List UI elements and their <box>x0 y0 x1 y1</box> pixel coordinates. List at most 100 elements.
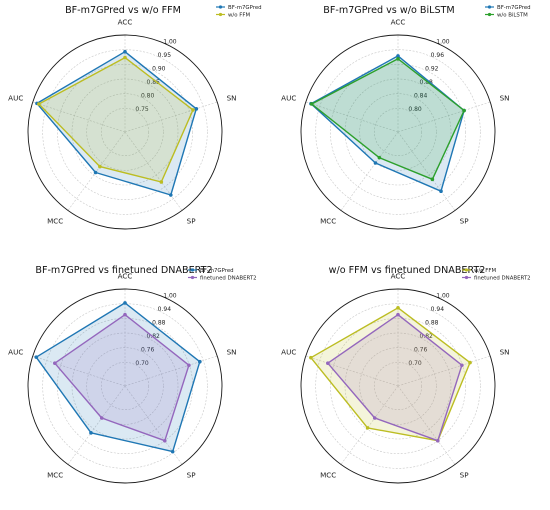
legend-label: w/o FFM <box>474 268 496 274</box>
axis-label-sn: SN <box>500 94 510 103</box>
radar-panel-3: BF-m7GPred vs finetuned DNABERT2 0.70 0.76… <box>8 265 257 484</box>
series-area-2 <box>54 314 190 442</box>
radial-tick-label: 0.95 <box>158 52 172 59</box>
radial-tick-label: 0.96 <box>431 52 445 59</box>
data-point-auc <box>53 361 57 366</box>
axis-label-auc: AUC <box>281 348 296 357</box>
legend-marker <box>218 12 223 17</box>
axis-label-mcc: MCC <box>320 470 336 479</box>
grid-ring <box>330 318 466 454</box>
radial-tick-label: 0.84 <box>414 93 428 100</box>
legend: w/o FFM finetuned DNABERT2 <box>462 268 531 282</box>
radial-tick-label: 0.76 <box>414 347 428 354</box>
legend-marker <box>487 5 492 9</box>
axis-label-sn: SN <box>227 94 237 103</box>
data-point-sn <box>194 107 199 111</box>
spoke-line <box>67 131 126 211</box>
grid-ring <box>315 303 481 469</box>
data-point-acc <box>123 55 127 60</box>
data-point-sn <box>462 108 466 113</box>
legend: BF-m7GPred w/o FFM <box>216 5 262 19</box>
data-point-acc <box>396 54 400 58</box>
grid-ring <box>374 108 422 156</box>
legend-marker <box>190 268 195 272</box>
spoke-line <box>305 355 399 387</box>
outer-ring <box>27 288 223 484</box>
axis-label-mcc: MCC <box>47 470 63 479</box>
legend-marker <box>464 275 469 280</box>
data-point-auc <box>326 361 330 366</box>
radial-tick-label: 0.94 <box>431 306 445 313</box>
grid-ring <box>57 64 193 200</box>
spoke-line <box>124 101 218 133</box>
axis-label-mcc: MCC <box>320 216 336 225</box>
axis-label-auc: AUC <box>281 94 296 103</box>
legend-marker <box>218 5 223 9</box>
spoke-line <box>340 131 399 211</box>
data-point-mcc <box>99 416 104 420</box>
series-area-1 <box>35 302 201 453</box>
grid-ring <box>86 347 164 425</box>
axis-label-acc: ACC <box>391 272 406 281</box>
radial-tick-label: 1.00 <box>163 292 177 299</box>
axis-label-acc: ACC <box>118 18 133 27</box>
data-point-mcc <box>89 431 93 435</box>
radial-tick-label: 0.88 <box>420 79 434 86</box>
legend-label: finetuned DNABERT2 <box>474 276 531 282</box>
legend-label: w/o BiLSTM <box>497 13 528 19</box>
data-point-sp <box>159 180 164 184</box>
spoke-line <box>397 131 456 211</box>
axis-label-auc: AUC <box>8 94 23 103</box>
data-point-acc <box>396 312 400 317</box>
data-point-sp <box>170 449 175 454</box>
data-point-acc <box>123 312 127 317</box>
grid-ring <box>315 49 481 215</box>
series-area-2 <box>311 58 465 181</box>
spoke-line <box>124 355 218 387</box>
data-point-acc <box>123 301 127 305</box>
grid-ring <box>359 93 437 171</box>
chart-title: BF-m7GPred vs finetuned DNABERT2 <box>35 265 212 276</box>
legend-marker <box>190 275 195 280</box>
grid-ring <box>42 303 208 469</box>
axis-label-acc: ACC <box>391 18 406 27</box>
legend-label: finetuned DNABERT2 <box>200 276 257 282</box>
data-point-auc <box>34 355 39 359</box>
spoke-line <box>397 101 491 133</box>
axis-label-sp: SP <box>187 216 197 225</box>
radial-tick-label: 0.94 <box>158 306 172 313</box>
axis-label-sn: SN <box>500 348 510 357</box>
data-point-sp <box>435 438 440 443</box>
radial-tick-label: 1.00 <box>436 292 450 299</box>
radial-tick-label: 0.90 <box>152 65 166 72</box>
outer-ring <box>27 34 223 230</box>
data-point-sn <box>187 363 191 368</box>
radial-tick-label: 0.70 <box>408 360 422 367</box>
chart-title: w/o FFM vs finetuned DNABERT2 <box>329 265 486 276</box>
grid-ring <box>330 64 466 200</box>
radial-tick-label: 0.70 <box>135 360 149 367</box>
radar-panel-2: BF-m7GPred vs w/o BiLSTM 0.80 0.84 0.88 0.92… <box>281 5 531 230</box>
grid-ring <box>359 347 437 425</box>
radial-tick-label: 0.76 <box>141 347 155 354</box>
data-point-mcc <box>373 161 378 165</box>
axis-label-sp: SP <box>187 470 197 479</box>
data-point-sp <box>162 438 167 443</box>
radial-tick-label: 0.75 <box>135 106 149 113</box>
grid-ring <box>101 362 149 410</box>
radial-tick-label: 0.85 <box>147 79 161 86</box>
radial-tick-label: 0.88 <box>425 319 439 326</box>
chart-title: BF-m7GPred vs w/o BiLSTM <box>323 5 454 16</box>
series-area-2 <box>327 314 463 442</box>
radial-tick-label: 0.92 <box>425 65 439 72</box>
legend: BF-m7GPred w/o BiLSTM <box>485 5 531 19</box>
axis-label-auc: AUC <box>8 348 23 357</box>
series-area-2 <box>38 56 194 183</box>
radial-tick-label: 1.00 <box>436 38 450 45</box>
data-point-acc <box>123 49 127 54</box>
data-point-acc <box>396 306 400 310</box>
data-point-sp <box>169 193 173 197</box>
outer-ring <box>300 34 496 230</box>
spoke-line <box>340 385 399 465</box>
legend: BF-m7GPred finetuned DNABERT2 <box>188 268 257 282</box>
